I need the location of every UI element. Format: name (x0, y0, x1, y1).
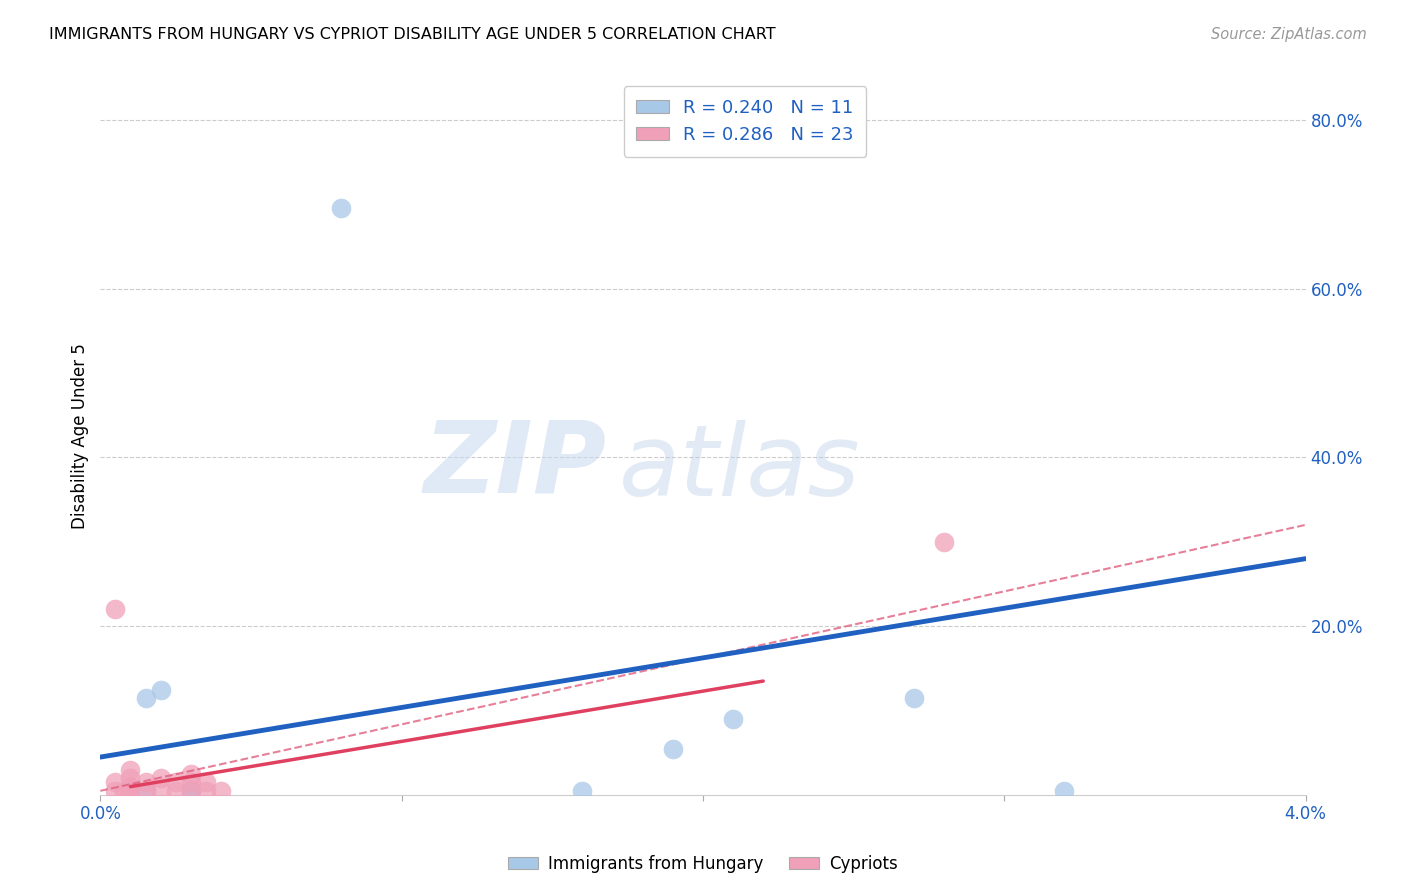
Point (194, 784, 217, 798)
Text: IMMIGRANTS FROM HUNGARY VS CYPRIOT DISABILITY AGE UNDER 5 CORRELATION CHART: IMMIGRANTS FROM HUNGARY VS CYPRIOT DISAB… (49, 27, 776, 42)
Point (165, 775, 187, 789)
Point (180, 784, 202, 798)
Point (135, 775, 157, 789)
Point (120, 763, 142, 777)
Point (104, 775, 127, 789)
Point (194, 775, 217, 789)
Point (114, 784, 136, 798)
Point (903, 690, 925, 705)
Point (149, 682, 172, 697)
Point (662, 741, 685, 756)
Point (180, 784, 202, 798)
Point (180, 767, 202, 781)
Point (932, 534, 955, 549)
Point (165, 784, 187, 798)
Point (120, 784, 142, 798)
Legend: Immigrants from Hungary, Cypriots: Immigrants from Hungary, Cypriots (502, 848, 904, 880)
Point (149, 784, 172, 798)
Point (120, 784, 142, 798)
Point (1053, 784, 1076, 798)
Point (135, 784, 157, 798)
Legend: R = 0.240   N = 11, R = 0.286   N = 23: R = 0.240 N = 11, R = 0.286 N = 23 (624, 87, 866, 157)
Point (721, 712, 744, 726)
Point (330, 202, 353, 216)
Text: atlas: atlas (619, 420, 860, 517)
Point (180, 784, 202, 798)
Text: Source: ZipAtlas.com: Source: ZipAtlas.com (1211, 27, 1367, 42)
Point (149, 771, 172, 785)
Point (104, 784, 127, 798)
Point (120, 780, 142, 794)
Point (120, 780, 142, 794)
Point (135, 784, 157, 798)
Point (135, 690, 157, 705)
Point (180, 775, 202, 789)
Text: ZIP: ZIP (423, 417, 606, 514)
Y-axis label: Disability Age Under 5: Disability Age Under 5 (72, 343, 89, 529)
Point (120, 771, 142, 785)
Point (104, 602, 127, 616)
Point (209, 784, 232, 798)
Point (571, 784, 593, 798)
